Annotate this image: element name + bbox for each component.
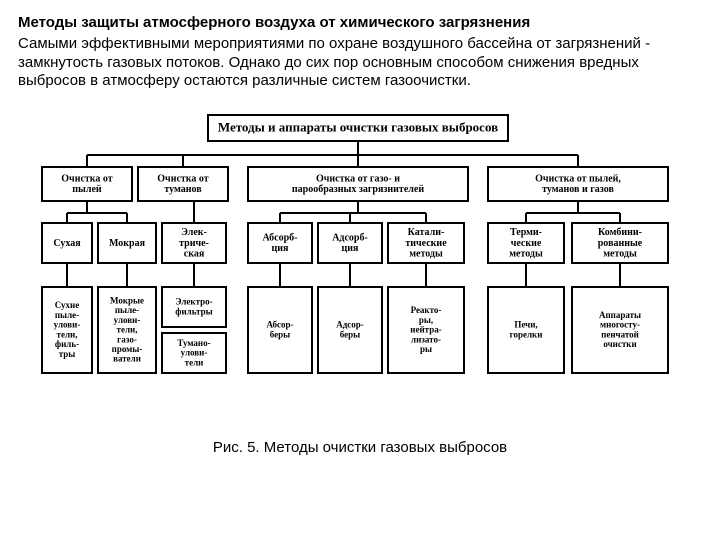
svg-text:горелки: горелки xyxy=(510,329,543,339)
svg-text:ция: ция xyxy=(342,243,360,254)
svg-text:триче-: триче- xyxy=(179,238,209,249)
svg-text:Реакто-: Реакто- xyxy=(411,305,442,315)
svg-text:Методы и аппараты очистки газо: Методы и аппараты очистки газовых выброс… xyxy=(218,120,498,135)
svg-text:Сухие: Сухие xyxy=(55,300,79,310)
svg-text:беры: беры xyxy=(340,329,360,339)
svg-text:Очистка от: Очистка от xyxy=(61,173,113,184)
svg-text:Сухая: Сухая xyxy=(53,238,81,249)
svg-text:ская: ская xyxy=(184,249,205,260)
svg-text:Мокрая: Мокрая xyxy=(109,238,146,249)
svg-text:Очистка от газо- и: Очистка от газо- и xyxy=(316,173,400,184)
svg-text:методы: методы xyxy=(509,249,543,260)
svg-text:беры: беры xyxy=(270,329,290,339)
svg-text:Электро-: Электро- xyxy=(175,297,212,307)
svg-text:ция: ция xyxy=(272,243,290,254)
svg-text:Печи,: Печи, xyxy=(514,320,537,330)
tree-chart: Методы и аппараты очистки газовых выброс… xyxy=(18,111,702,411)
svg-text:тели,: тели, xyxy=(117,325,138,335)
svg-text:Тумано-: Тумано- xyxy=(177,338,210,348)
svg-text:Терми-: Терми- xyxy=(510,227,542,238)
svg-text:нейтра-: нейтра- xyxy=(410,325,441,335)
intro-paragraph: Самыми эффективными мероприятиями по охр… xyxy=(18,35,702,91)
svg-text:Абсор-: Абсор- xyxy=(266,320,293,330)
svg-text:многосту-: многосту- xyxy=(600,320,640,330)
figure-caption: Рис. 5. Методы очистки газовых выбросов xyxy=(18,439,702,456)
svg-text:улови-: улови- xyxy=(54,320,81,330)
svg-text:туманов и газов: туманов и газов xyxy=(542,184,614,195)
svg-text:Комбини-: Комбини- xyxy=(598,227,642,238)
svg-text:пылей: пылей xyxy=(72,184,102,195)
svg-text:пыле-: пыле- xyxy=(55,310,79,320)
svg-text:лизато-: лизато- xyxy=(411,334,441,344)
svg-text:очистки: очистки xyxy=(603,339,636,349)
tree-svg: Методы и аппараты очистки газовых выброс… xyxy=(18,111,698,411)
svg-text:фильтры: фильтры xyxy=(175,306,212,316)
svg-text:Катали-: Катали- xyxy=(408,227,445,238)
svg-text:тели: тели xyxy=(185,357,204,367)
svg-text:Адсорб-: Адсорб- xyxy=(332,232,368,243)
svg-text:Мокрые: Мокрые xyxy=(110,295,144,305)
svg-text:газо-: газо- xyxy=(117,334,137,344)
svg-text:ры,: ры, xyxy=(419,315,433,325)
svg-text:пенчатой: пенчатой xyxy=(601,329,639,339)
svg-text:улови-: улови- xyxy=(181,348,208,358)
svg-text:рованные: рованные xyxy=(598,238,643,249)
svg-text:ры: ры xyxy=(420,344,432,354)
svg-text:ватели: ватели xyxy=(113,354,141,364)
svg-text:улови-: улови- xyxy=(114,315,141,325)
page-heading: Методы защиты атмосферного воздуха от хи… xyxy=(18,14,702,33)
svg-text:Элек-: Элек- xyxy=(181,227,207,238)
svg-text:туманов: туманов xyxy=(164,184,202,195)
svg-text:методы: методы xyxy=(603,249,637,260)
svg-text:Очистка от: Очистка от xyxy=(157,173,209,184)
svg-text:методы: методы xyxy=(409,249,443,260)
svg-text:пыле-: пыле- xyxy=(115,305,139,315)
svg-text:тры: тры xyxy=(59,349,76,359)
svg-text:ческие: ческие xyxy=(511,238,542,249)
svg-text:промы-: промы- xyxy=(112,344,143,354)
svg-text:Абсорб-: Абсорб- xyxy=(262,232,297,243)
svg-text:тические: тические xyxy=(405,238,447,249)
svg-text:Аппараты: Аппараты xyxy=(599,310,641,320)
svg-text:тели,: тели, xyxy=(57,329,78,339)
svg-text:Очистка от пылей,: Очистка от пылей, xyxy=(535,173,621,184)
svg-text:Адсор-: Адсор- xyxy=(336,320,364,330)
svg-text:филь-: филь- xyxy=(55,339,79,349)
svg-text:парообразных загрязнителей: парообразных загрязнителей xyxy=(292,184,424,195)
